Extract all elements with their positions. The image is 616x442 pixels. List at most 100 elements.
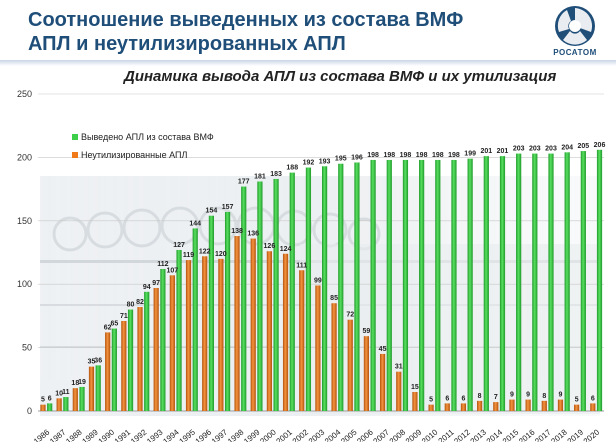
bar-withdrawn [370, 159, 376, 411]
data-label-unutilized: 59 [363, 328, 371, 335]
bar-withdrawn [192, 228, 198, 411]
bar-unutilized [153, 288, 159, 411]
bar-unutilized [72, 388, 78, 411]
title-divider [0, 60, 616, 66]
data-label-withdrawn: 154 [206, 208, 218, 215]
data-label-withdrawn: 206 [594, 142, 606, 149]
bar-unutilized [202, 256, 208, 411]
data-label-withdrawn: 198 [432, 152, 444, 159]
bar-withdrawn [419, 159, 425, 411]
bar-unutilized [121, 320, 127, 411]
data-label-unutilized: 9 [526, 392, 530, 399]
data-label-unutilized: 5 [575, 397, 579, 404]
legend-item-unutilized: Неутилизированные АПЛ [72, 146, 214, 164]
bar-unutilized [315, 285, 321, 411]
data-label-unutilized: 71 [120, 313, 128, 320]
data-label-withdrawn: 203 [545, 146, 557, 153]
bar-unutilized [40, 404, 46, 411]
bar-withdrawn [176, 249, 182, 411]
data-label-withdrawn: 144 [189, 220, 201, 227]
bar-withdrawn [435, 159, 441, 411]
data-label-withdrawn: 198 [383, 152, 395, 159]
bar-withdrawn [144, 291, 150, 411]
bar-withdrawn [483, 156, 489, 411]
data-label-unutilized: 111 [296, 262, 307, 269]
data-label-withdrawn: 177 [238, 179, 250, 186]
data-label-unutilized: 8 [542, 393, 546, 400]
bar-withdrawn [451, 159, 457, 411]
bar-withdrawn [273, 178, 279, 411]
y-tick-label: 250 [17, 89, 32, 99]
data-label-withdrawn: 112 [157, 261, 168, 268]
data-label-withdrawn: 6 [48, 395, 52, 402]
bar-withdrawn [289, 172, 295, 411]
bar-unutilized [379, 353, 386, 411]
data-label-unutilized: 124 [280, 246, 292, 253]
bar-unutilized [493, 402, 499, 411]
bar-unutilized [541, 400, 547, 411]
bar-withdrawn [467, 158, 473, 411]
data-label-unutilized: 99 [314, 277, 322, 284]
data-label-unutilized: 31 [395, 364, 403, 371]
bar-withdrawn [241, 186, 247, 411]
bar-unutilized [428, 404, 434, 411]
bar-unutilized [444, 403, 450, 411]
bar-unutilized [460, 403, 467, 411]
bar-withdrawn [257, 181, 263, 411]
bar-withdrawn [532, 153, 538, 411]
data-label-withdrawn: 195 [335, 156, 347, 163]
rosatom-emblem-icon [555, 6, 595, 46]
data-label-unutilized: 5 [429, 397, 433, 404]
bar-unutilized [137, 307, 143, 411]
bar-withdrawn [160, 268, 166, 411]
data-label-withdrawn: 205 [577, 143, 589, 150]
bar-withdrawn [548, 153, 554, 411]
data-label-withdrawn: 196 [351, 154, 363, 161]
data-label-unutilized: 85 [330, 295, 338, 302]
data-label-unutilized: 6 [461, 395, 465, 402]
data-label-unutilized: 97 [152, 280, 160, 287]
bar-withdrawn [224, 211, 231, 411]
bar-unutilized [282, 253, 289, 411]
y-tick-label: 50 [22, 343, 32, 353]
bar-withdrawn [596, 149, 603, 411]
bar-unutilized [185, 260, 192, 411]
data-label-withdrawn: 201 [497, 148, 509, 155]
data-label-unutilized: 9 [510, 392, 514, 399]
data-label-unutilized: 119 [183, 252, 194, 259]
bar-withdrawn [580, 151, 586, 411]
data-label-unutilized: 82 [136, 299, 144, 306]
data-label-unutilized: 9 [559, 392, 563, 399]
bar-unutilized [105, 332, 111, 411]
bar-withdrawn [208, 215, 214, 411]
bar-withdrawn [127, 309, 134, 411]
bar-unutilized [347, 319, 353, 411]
data-label-withdrawn: 204 [561, 144, 573, 151]
bar-unutilized [396, 371, 402, 411]
bar-unutilized [56, 398, 62, 411]
data-label-withdrawn: 188 [286, 165, 298, 172]
legend-item-withdrawn: Выведено АПЛ из состава ВМФ [72, 128, 214, 146]
bar-withdrawn [338, 163, 344, 411]
data-label-withdrawn: 198 [367, 152, 379, 159]
y-tick-label: 200 [17, 152, 32, 162]
x-axis: 1986198719881989199019911992199319941995… [32, 427, 602, 442]
bar-unutilized [477, 400, 483, 411]
bar-unutilized [412, 391, 418, 411]
bar-withdrawn [305, 167, 312, 411]
data-label-withdrawn: 80 [127, 302, 135, 309]
data-label-unutilized: 126 [264, 243, 276, 250]
bar-withdrawn [499, 156, 506, 411]
bar-withdrawn [111, 328, 117, 411]
data-label-unutilized: 10 [55, 390, 63, 397]
y-tick-label: 100 [17, 279, 32, 289]
data-label-unutilized: 6 [445, 395, 449, 402]
data-label-unutilized: 18 [71, 380, 79, 387]
bar-withdrawn [322, 166, 328, 411]
slide-title: Соотношение выведенных из состава ВМФ АП… [28, 9, 464, 55]
data-label-withdrawn: 127 [173, 242, 185, 249]
data-label-withdrawn: 198 [400, 152, 412, 159]
data-label-unutilized: 62 [104, 324, 112, 331]
data-label-withdrawn: 192 [303, 160, 315, 167]
